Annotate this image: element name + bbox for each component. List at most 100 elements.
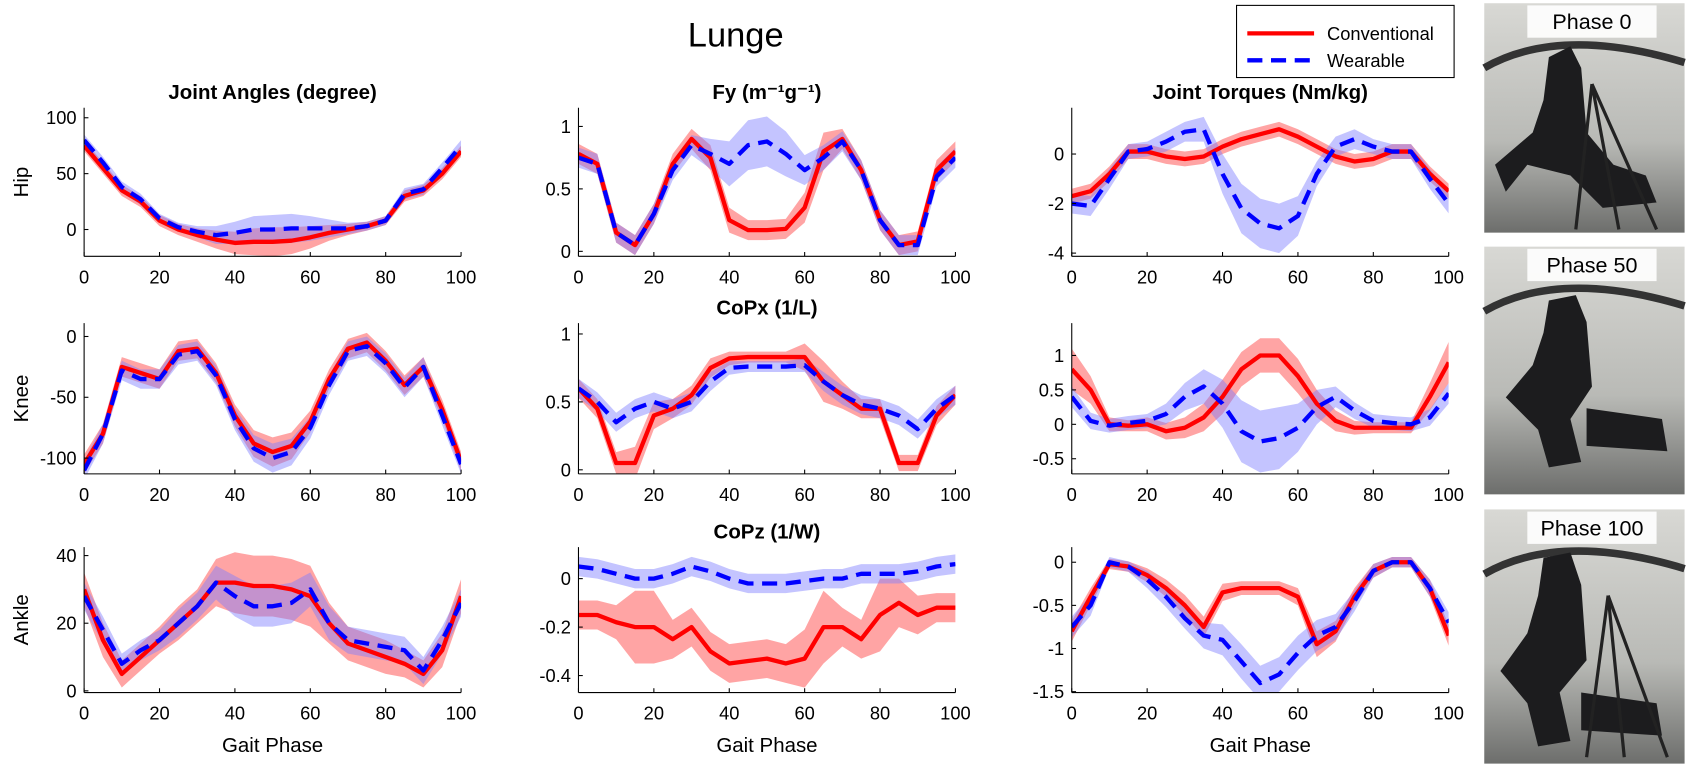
y-axis-label: Ankle [10, 594, 33, 645]
y-tick-label: -1 [1048, 638, 1064, 659]
x-tick-label: 0 [573, 266, 583, 287]
photo [1482, 246, 1686, 495]
y-tick-label: 100 [46, 107, 77, 128]
series-line [84, 580, 462, 673]
x-tick-label: 0 [1067, 702, 1077, 723]
x-tick-label: 80 [376, 266, 396, 287]
spread-band [1071, 369, 1449, 473]
x-tick-label: 40 [719, 702, 739, 723]
x-tick-label: 80 [1363, 484, 1383, 505]
y-tick-label: 1 [1054, 345, 1064, 366]
photo-label-box [1527, 248, 1657, 282]
spread-band [84, 332, 462, 474]
x-tick-label: 60 [1288, 702, 1308, 723]
x-tick-label: 100 [940, 266, 971, 287]
panel: Gait Phase -1.5 -1 -0.5 0 0 20 40 60 80 100 [1033, 547, 1464, 757]
series-line [578, 600, 956, 666]
y-tick-label: 0 [66, 219, 76, 240]
y-tick-label: 40 [56, 545, 76, 566]
x-tick-label: 60 [300, 266, 320, 287]
spread-band [84, 552, 462, 688]
series-line [1071, 560, 1449, 647]
x-tick-label: 40 [1212, 702, 1232, 723]
spread-band [84, 134, 462, 245]
series-line [1071, 127, 1449, 231]
x-tick-label: 100 [1433, 702, 1464, 723]
x-tick-label: 60 [300, 702, 320, 723]
y-axis-label: Hip [10, 167, 33, 198]
x-tick-label: 80 [376, 702, 396, 723]
y-tick-label: 1 [561, 323, 571, 344]
x-tick-label: 0 [79, 484, 89, 505]
panel: CoPx (1/L) 0 0.5 1 0 20 40 60 80 100 [545, 296, 970, 504]
x-axis-label: Gait Phase [222, 734, 323, 757]
x-tick-label: 20 [1137, 266, 1157, 287]
y-tick-label: 0 [561, 459, 571, 480]
photo-label-box [1527, 5, 1657, 38]
figure-title: Lunge [688, 16, 784, 54]
photo [1482, 3, 1686, 233]
x-tick-label: 20 [1137, 702, 1157, 723]
x-tick-label: 80 [870, 266, 890, 287]
photo-column [1482, 3, 1686, 764]
photo-label: Phase 0 [1552, 10, 1631, 34]
legend [1236, 4, 1455, 79]
panel-title: Joint Angles (degree) [168, 81, 376, 104]
x-tick-label: 0 [1067, 484, 1077, 505]
y-tick-label: 0.5 [545, 178, 570, 199]
y-tick-label: 0 [1054, 143, 1064, 164]
x-tick-label: 40 [719, 484, 739, 505]
x-tick-label: 60 [794, 702, 814, 723]
x-tick-label: 20 [149, 266, 169, 287]
x-tick-label: 40 [1212, 484, 1232, 505]
x-tick-label: 60 [1288, 266, 1308, 287]
panel-title: Joint Torques (Nm/kg) [1152, 81, 1368, 104]
series-line [1071, 384, 1449, 444]
y-tick-label: 50 [56, 163, 76, 184]
panel: Ankle Gait Phase 0 20 40 0 20 40 60 80 100 [10, 545, 476, 757]
photo [1482, 509, 1686, 764]
y-tick-label: -2 [1048, 193, 1064, 214]
series-line [1071, 560, 1449, 686]
x-axis-label: Gait Phase [716, 734, 817, 757]
legend-label: Conventional [1327, 23, 1434, 44]
x-tick-label: 100 [1433, 484, 1464, 505]
x-tick-label: 20 [149, 484, 169, 505]
spread-band [578, 358, 956, 439]
series-line [1071, 353, 1449, 434]
panel: Joint Angles (degree) Hip 0 50 100 0 20 40 60 80 1… [10, 81, 476, 287]
photo-label: Phase 50 [1546, 253, 1637, 277]
series-line [84, 344, 462, 472]
y-tick-label: -4 [1048, 243, 1064, 264]
panel-title: CoPx (1/L) [716, 296, 817, 319]
spread-band [1071, 557, 1449, 693]
y-tick-label: 0 [66, 680, 76, 701]
x-tick-label: 20 [1137, 484, 1157, 505]
panel: CoPz (1/W) Gait Phase -0.4 -0.2 0 0 20 40 60 80 10… [539, 521, 970, 757]
photo-label: Phase 100 [1540, 516, 1643, 540]
x-tick-label: 100 [940, 702, 971, 723]
y-tick-label: 0 [561, 568, 571, 589]
series-line [1071, 127, 1449, 199]
panel: -0.500.510 20 40 60 80 100 [1033, 323, 1464, 505]
spread-band [84, 336, 462, 474]
x-tick-label: 40 [1212, 266, 1232, 287]
series-line [578, 139, 956, 248]
x-tick-label: 60 [794, 484, 814, 505]
x-tick-label: 0 [1067, 266, 1077, 287]
series-line [578, 363, 956, 432]
y-axis-label: Knee [10, 375, 33, 423]
x-tick-label: 0 [573, 484, 583, 505]
panel: Joint Torques (Nm/kg) -4 -2 0 0 20 40 60 80 100 [1048, 81, 1464, 287]
series-line [578, 354, 956, 466]
y-tick-label: 0.5 [1039, 379, 1064, 400]
series-line [84, 138, 462, 238]
x-tick-label: 80 [1363, 266, 1383, 287]
legend-label: Wearable [1327, 50, 1405, 71]
y-tick-label: -0.4 [539, 665, 571, 686]
y-tick-label: 0 [1054, 414, 1064, 435]
x-tick-label: 0 [79, 702, 89, 723]
panel-title: CoPz (1/W) [714, 521, 821, 544]
x-tick-label: 100 [446, 484, 477, 505]
